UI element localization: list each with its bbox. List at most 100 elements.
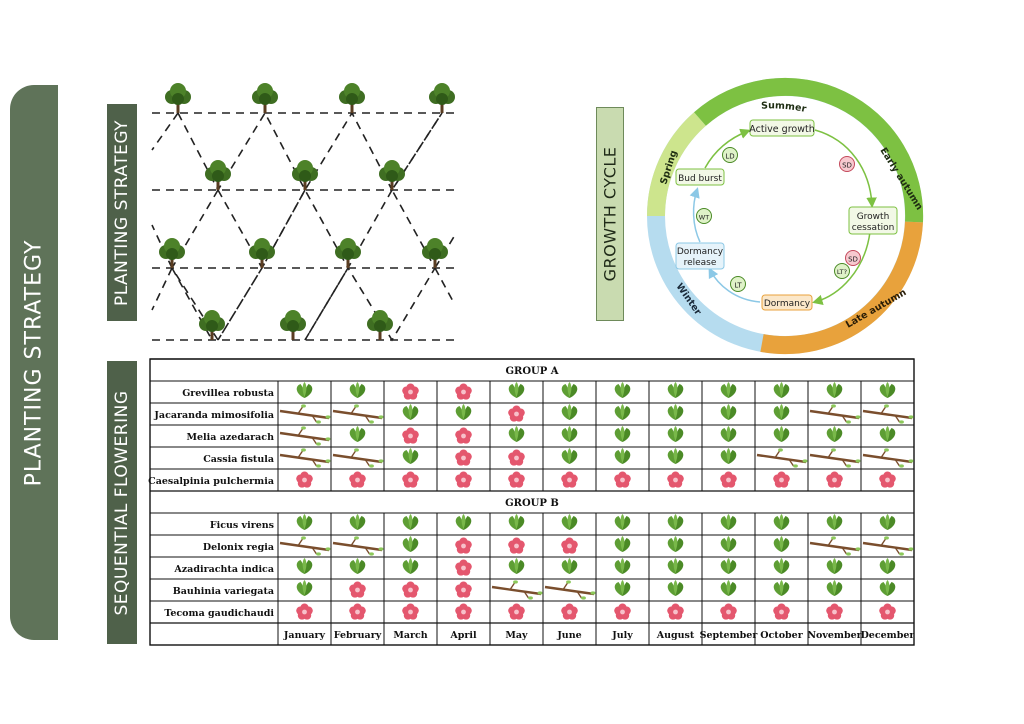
leaf-icon [720,514,737,530]
column-dividers [277,381,915,645]
group-header: GROUP A [505,366,558,377]
branch-icon [279,448,331,468]
leaf-icon [720,558,737,574]
calendar-cell [561,514,578,530]
flower-icon [296,471,313,488]
flower-icon [402,471,419,488]
signal-lt-question: LT? [837,268,847,276]
sequential-flowering-tab: SEQUENTIAL FLOWERING [107,361,137,644]
leaf-icon [667,404,684,420]
leaf-icon [667,580,684,596]
calendar-cell [455,514,472,530]
ring-summer [694,77,924,223]
leaf-icon [773,382,790,398]
calendar-cell [773,536,790,552]
flower-icon [455,559,472,576]
leaf-icon [826,514,843,530]
signal-sd-1: SD [842,162,852,170]
grid-diagonal [151,112,179,151]
leaf-icon [614,404,631,420]
calendar-cell [455,603,472,620]
leaf-icon [349,382,366,398]
tree-icon [205,160,231,190]
month-label: November [807,630,862,641]
calendar-cell [402,471,419,488]
calendar-cell [773,580,790,596]
calendar-cell [402,448,419,464]
leaf-icon [614,580,631,596]
stage-growth-cessation-line1: Growth [857,212,890,222]
calendar-cell [773,603,790,620]
flower-icon [455,427,472,444]
species-name: Melia azedarach [187,432,275,443]
leaf-icon [879,426,896,442]
group-header-row: GROUP A [150,358,914,377]
calendar-cell [614,471,631,488]
stage-dormancy-release-line2: release [684,258,717,268]
calendar-cell [402,603,419,620]
calendar-cell [826,558,843,574]
calendar-cell [491,580,543,600]
calendar-cell [826,382,843,398]
ring-spring [647,112,707,217]
table-row: Cassia fistula [150,446,914,468]
calendar-cell [279,448,331,468]
calendar-cell [402,383,419,400]
signal-lt-question-circle [834,263,850,279]
grid-diagonal [151,224,173,269]
leaf-icon [773,580,790,596]
flower-icon [455,383,472,400]
calendar-cell [809,448,861,468]
flower-icon [561,537,578,554]
calendar-cell [402,427,419,444]
calendar-cell [667,580,684,596]
flower-icon [296,603,313,620]
signal-sd-2: SD [848,256,858,264]
group-header-row: GROUP B [150,490,914,509]
signal-ld-circle [722,147,738,163]
month-label: April [449,630,477,641]
leaf-icon [773,558,790,574]
flower-icon [402,383,419,400]
calendar-cell [720,580,737,596]
month-label: June [556,630,581,641]
leaf-icon [667,536,684,552]
calendar-cell [332,448,384,468]
calendar-cell [809,536,861,556]
table-row: Grevillea robusta [150,380,914,400]
leaf-icon [667,514,684,530]
signal-wt: WT [699,214,709,222]
tree-icon [292,160,318,190]
leaf-icon [561,448,578,464]
branch-icon [809,536,861,556]
calendar-cell [561,448,578,464]
calendar-cell [508,471,525,488]
leaf-icon [720,448,737,464]
calendar-cell [402,581,419,598]
tree-icon [165,83,191,113]
calendar-cell [279,536,331,556]
leaf-icon [402,404,419,420]
calendar-cell [296,382,313,398]
leaf-icon [561,514,578,530]
calendar-cell [614,514,631,530]
species-name: Delonix regia [203,542,274,553]
table-row: Azadirachta indica [150,556,914,576]
arrow-to-active-growth [704,128,751,169]
leaf-icon [667,426,684,442]
calendar-cell [667,382,684,398]
leaf-icon [508,514,525,530]
species-name: Tecoma gaudichaudi [164,608,274,619]
calendar-cell [667,603,684,620]
calendar-cell [296,580,313,596]
species-name: Jacaranda mimosifolia [153,410,274,421]
flower-icon [879,603,896,620]
leaf-icon [720,426,737,442]
flower-icon [455,603,472,620]
calendar-cell [720,471,737,488]
flower-icon [826,471,843,488]
signal-sd-1-circle [839,156,855,172]
calendar-cell [614,580,631,596]
species-name: Ficus virens [210,520,274,531]
